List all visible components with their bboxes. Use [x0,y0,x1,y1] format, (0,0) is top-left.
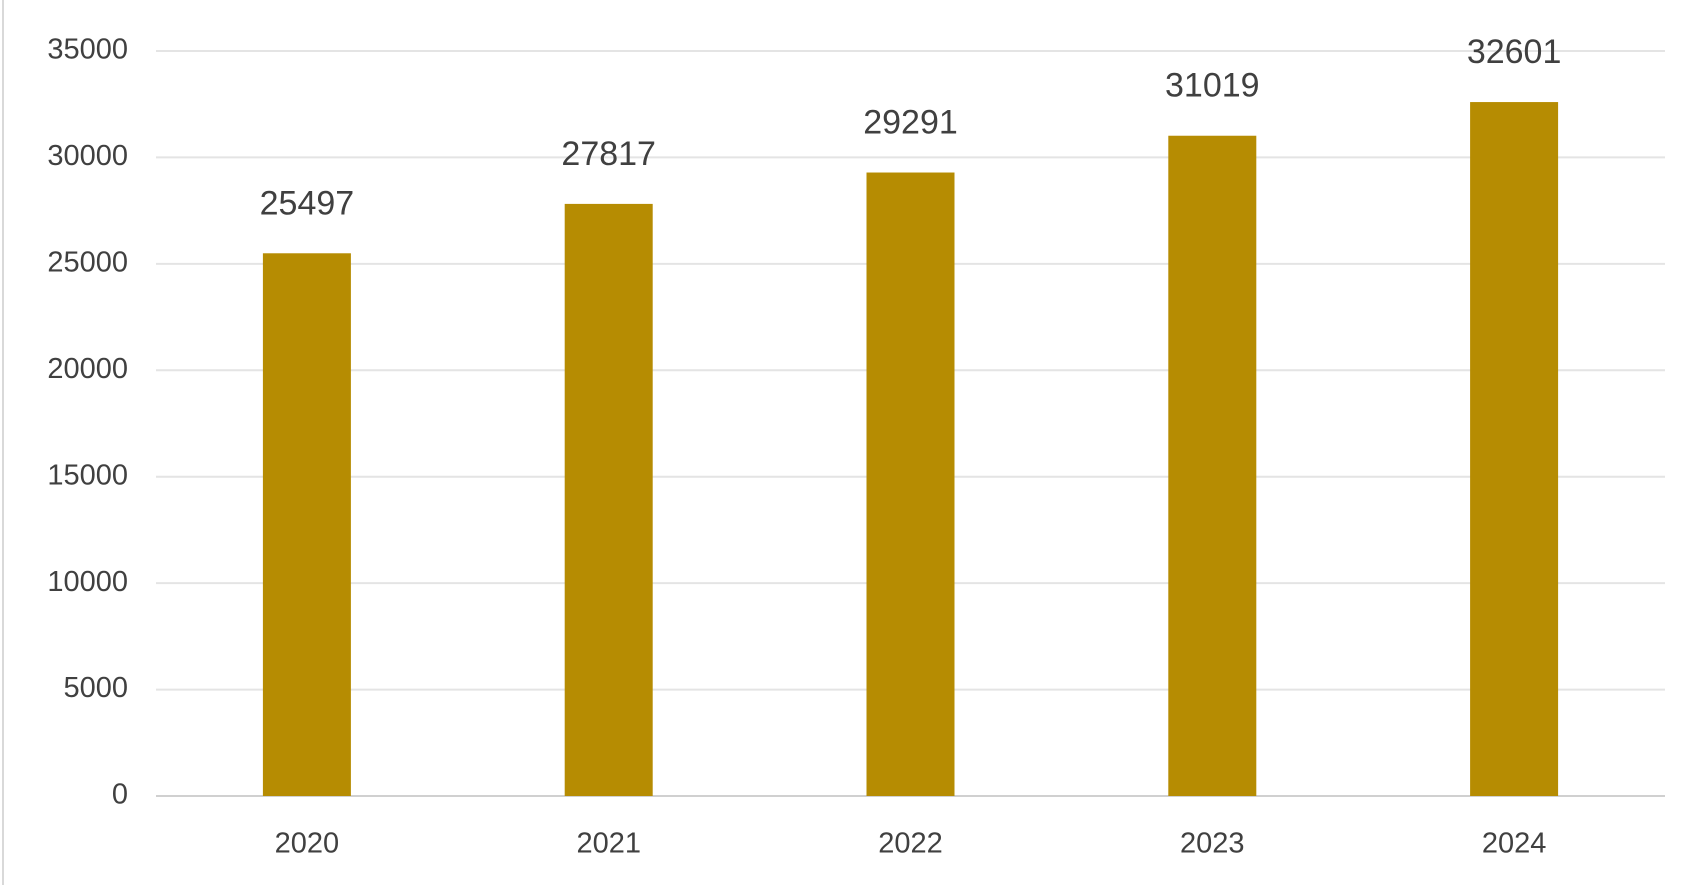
value-label: 25497 [260,184,355,222]
y-tick-label: 20000 [47,353,128,385]
value-label: 31019 [1165,67,1260,105]
x-tick-label: 2023 [1180,828,1245,860]
x-tick-label: 2021 [576,828,641,860]
y-tick-label: 5000 [63,672,128,704]
value-label: 32601 [1467,33,1562,71]
y-tick-label: 0 [112,779,128,811]
y-tick-label: 15000 [47,459,128,491]
bar [1470,102,1559,796]
bar [866,172,955,796]
x-tick-label: 2020 [275,828,340,860]
y-tick-label: 25000 [47,247,128,279]
y-tick-label: 30000 [47,140,128,172]
y-tick-label: 10000 [47,566,128,598]
y-tick-label: 35000 [47,34,128,66]
value-label: 29291 [863,104,958,142]
bar [262,253,351,796]
bar [1168,135,1257,797]
x-tick-label: 2024 [1482,828,1547,860]
value-label: 27817 [561,135,656,173]
x-tick-label: 2022 [878,828,943,860]
bar [564,203,653,797]
